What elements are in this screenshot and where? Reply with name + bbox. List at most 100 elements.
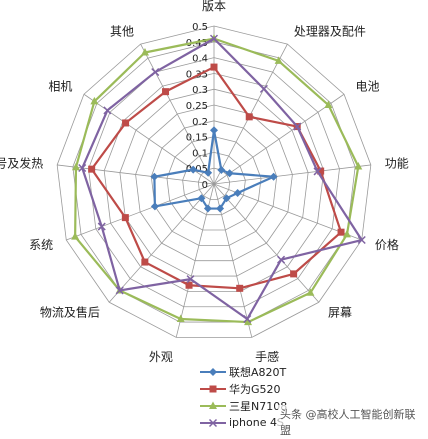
data-point xyxy=(203,204,212,213)
legend: 联想A820T 华为G520 三星N7108 iphone 4S xyxy=(200,363,287,431)
legend-item: 联想A820T xyxy=(200,363,287,380)
data-point xyxy=(150,172,159,181)
data-point xyxy=(204,168,213,177)
tick-label: 0.15 xyxy=(186,133,208,144)
data-point xyxy=(317,167,325,175)
data-point xyxy=(151,68,160,77)
data-point xyxy=(293,122,302,131)
grid-ring xyxy=(72,41,356,323)
watermark: 头条 @高校人工智能创新联盟 xyxy=(278,405,428,439)
category-label: 信号及发热 xyxy=(0,155,43,170)
grid-spoke xyxy=(213,164,371,185)
legend-label: iphone 4S xyxy=(229,416,284,429)
data-point xyxy=(306,288,315,296)
series-line xyxy=(74,37,360,324)
legend-item: iphone 4S xyxy=(200,414,287,431)
grid-spoke xyxy=(140,43,215,185)
grid-ring xyxy=(88,57,340,308)
legend-swatch-0 xyxy=(200,367,226,376)
data-point xyxy=(313,167,322,176)
tick-label: 0.3 xyxy=(192,85,208,96)
legend-swatch-1 xyxy=(200,385,226,392)
data-point xyxy=(97,222,106,231)
data-point xyxy=(150,202,159,211)
category-label: 版本 xyxy=(202,0,226,13)
data-point xyxy=(236,284,244,292)
grid-spoke xyxy=(213,183,320,303)
series-line xyxy=(153,129,275,210)
legend-marker xyxy=(208,418,218,427)
data-point xyxy=(140,47,149,56)
tick-label: 0.45 xyxy=(186,38,208,49)
data-point xyxy=(210,126,218,135)
data-point xyxy=(88,165,96,173)
data-point xyxy=(197,194,206,203)
grid-spoke xyxy=(213,93,345,185)
series-3 xyxy=(78,34,366,324)
legend-item: 华为G520 xyxy=(200,380,287,397)
legend-label: 华为G520 xyxy=(229,382,281,396)
legend-swatch-2 xyxy=(200,401,226,409)
grid-ring xyxy=(166,136,262,231)
category-label: 相机 xyxy=(48,79,72,93)
series-line xyxy=(81,37,363,321)
data-point xyxy=(141,258,149,266)
data-point xyxy=(269,172,278,181)
data-point xyxy=(115,286,124,295)
legend-marker xyxy=(209,401,217,409)
data-point xyxy=(162,88,170,96)
data-point xyxy=(189,165,198,174)
category-label: 电池 xyxy=(356,79,380,93)
grid-ring xyxy=(119,88,309,277)
data-point xyxy=(277,255,286,264)
data-point xyxy=(259,84,268,93)
grid-ring xyxy=(135,104,293,262)
data-point xyxy=(342,229,351,238)
category-label: 系统 xyxy=(29,238,53,252)
data-point xyxy=(216,204,225,213)
tick-label: 0.4 xyxy=(192,54,208,65)
grid-ring xyxy=(182,151,246,216)
data-point xyxy=(225,169,234,178)
data-point xyxy=(354,161,363,170)
category-label: 物流及售后 xyxy=(40,305,100,320)
series-2 xyxy=(71,34,363,326)
category-label: 处理器及配件 xyxy=(294,25,366,39)
data-point xyxy=(121,214,129,222)
data-point xyxy=(78,163,87,173)
data-point xyxy=(210,63,218,71)
tick-label: 0.2 xyxy=(192,117,208,128)
data-point xyxy=(233,188,242,197)
grid-ring xyxy=(197,167,231,200)
series-0 xyxy=(150,126,278,213)
data-point xyxy=(186,275,195,284)
data-point xyxy=(217,166,226,175)
category-label: 屏幕 xyxy=(328,306,352,320)
data-point xyxy=(357,235,366,245)
tick-label: 0 xyxy=(202,180,208,191)
tick-label: 0.1 xyxy=(192,148,208,159)
category-label: 价格 xyxy=(375,237,399,252)
data-point xyxy=(103,106,112,115)
data-point xyxy=(176,314,185,322)
tick-label: 0.5 xyxy=(192,22,208,33)
tick-label: 0.25 xyxy=(186,101,208,112)
legend-item: 三星N7108 xyxy=(200,397,287,414)
data-point xyxy=(71,162,80,171)
legend-label: 联想A820T xyxy=(229,365,287,379)
data-point xyxy=(222,194,231,203)
legend-marker xyxy=(209,385,217,392)
category-label: 手感 xyxy=(255,349,279,364)
grid-spoke xyxy=(66,183,215,241)
data-point xyxy=(245,113,253,121)
category-label: 功能 xyxy=(385,156,409,170)
category-label: 外观 xyxy=(149,350,173,364)
category-label: 其他 xyxy=(110,25,134,39)
grid-spoke xyxy=(108,183,215,303)
data-point xyxy=(122,119,130,127)
data-point xyxy=(274,56,283,64)
data-point xyxy=(209,34,219,43)
data-point xyxy=(90,96,99,105)
radar-chart: 00.050.10.150.20.250.30.350.40.450.5 版本处… xyxy=(0,0,409,364)
